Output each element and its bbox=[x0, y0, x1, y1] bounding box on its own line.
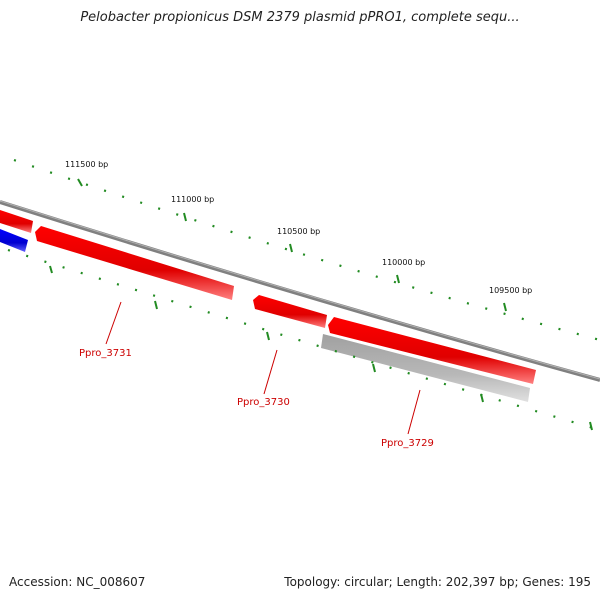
major-tick bbox=[372, 363, 376, 373]
bp-label: 110500 bp bbox=[277, 227, 320, 236]
gene-label-ppro-3729[interactable]: Ppro_3729 bbox=[381, 438, 434, 449]
gene-arrow-ppro-3729[interactable] bbox=[328, 317, 536, 384]
major-tick bbox=[503, 302, 507, 312]
gene-arrow-left-edge[interactable] bbox=[0, 210, 33, 233]
major-tick bbox=[77, 178, 83, 187]
gene-arrow-blue[interactable] bbox=[0, 229, 28, 252]
major-tick bbox=[266, 331, 270, 341]
major-tick bbox=[183, 212, 187, 222]
major-tick bbox=[154, 300, 158, 310]
bp-label: 111500 bp bbox=[65, 160, 108, 169]
genome-summary-text: Topology: circular; Length: 202,397 bp; … bbox=[284, 575, 591, 589]
gene-label-ppro-3731[interactable]: Ppro_3731 bbox=[79, 348, 132, 359]
accession-text: Accession: NC_008607 bbox=[9, 575, 146, 589]
leader-line bbox=[263, 349, 278, 395]
major-tick bbox=[480, 393, 484, 403]
major-tick bbox=[49, 265, 53, 274]
leader-line bbox=[105, 301, 122, 345]
leader-line bbox=[407, 389, 421, 435]
outer-tick-ring bbox=[13, 158, 600, 342]
major-tick bbox=[589, 421, 593, 431]
bp-label: 110000 bp bbox=[382, 258, 425, 267]
gene-label-ppro-3730[interactable]: Ppro_3730 bbox=[237, 397, 290, 408]
gene-arrow-ppro-3731[interactable] bbox=[35, 226, 234, 300]
gene-arrow-grey[interactable] bbox=[321, 334, 530, 402]
major-tick bbox=[396, 274, 400, 284]
major-tick bbox=[289, 243, 293, 253]
genome-backbone bbox=[0, 200, 600, 382]
bp-label: 109500 bp bbox=[489, 286, 532, 295]
gene-arrow-ppro-3730[interactable] bbox=[253, 295, 327, 328]
map-title: Pelobacter propionicus DSM 2379 plasmid … bbox=[80, 10, 520, 25]
bp-label: 111000 bp bbox=[171, 195, 214, 204]
inner-tick-ring bbox=[7, 248, 600, 432]
